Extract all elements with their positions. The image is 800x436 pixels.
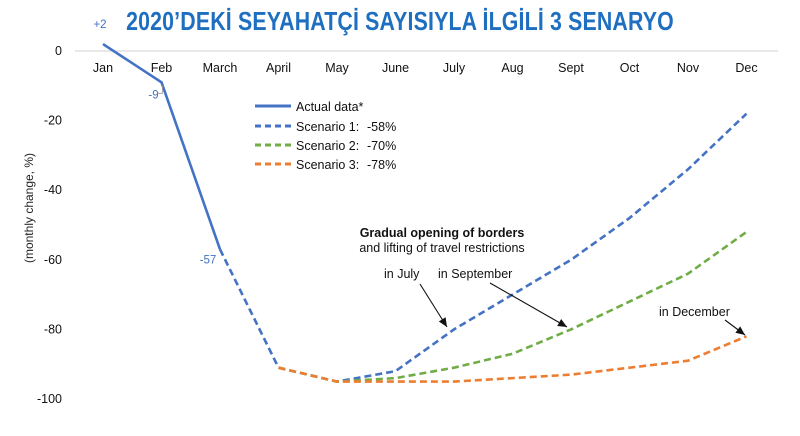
annotation-heading: Gradual opening of borders <box>360 226 525 240</box>
legend-item-actual: Actual data* <box>255 100 364 114</box>
plot-area: Jan Feb March April May June July Aug Sept Oct Nov… <box>22 19 778 406</box>
x-tick-label: April <box>266 61 291 75</box>
x-tick-label: Aug <box>501 61 523 75</box>
legend-item-scenario-2: Scenario 2: -70% <box>255 139 396 153</box>
legend-item-scenario-1: Scenario 1: -58% <box>255 120 396 134</box>
x-tick-label: Nov <box>677 61 700 75</box>
annotation-july: in July <box>384 267 420 281</box>
y-axis-label: (monthly change, %) <box>22 153 36 263</box>
legend-label-scenario-3: Scenario 3: <box>296 158 359 172</box>
legend-item-scenario-3: Scenario 3: -78% <box>255 158 396 172</box>
page-title: 2020’DEKİ SEYAHATÇİ SAYISIYLA İLGİLİ 3 S… <box>126 6 674 36</box>
y-tick-labels: 0 -20 -40 -60 -80 -100 <box>37 44 62 406</box>
series-layer <box>102 42 748 383</box>
arrow-september-head <box>557 319 567 327</box>
y-tick-label: 0 <box>55 44 62 58</box>
arrow-december-head <box>735 326 745 335</box>
x-tick-label: Feb <box>151 61 173 75</box>
x-tick-label: Jan <box>93 61 113 75</box>
x-tick-label: March <box>203 61 238 75</box>
y-tick-label: -40 <box>44 183 62 197</box>
legend: Actual data* Scenario 1: -58% Scenario 2… <box>255 100 396 172</box>
annotation-december: in December <box>659 305 730 319</box>
data-label-leader <box>157 85 163 94</box>
arrow-september-line <box>489 282 568 328</box>
series-actual-line <box>102 42 222 250</box>
annotations: Gradual opening of borders and lifting o… <box>359 226 746 336</box>
y-tick-label: -80 <box>44 322 62 336</box>
series-scenario-3-line <box>278 335 747 383</box>
y-tick-label: -60 <box>44 253 62 267</box>
x-tick-label: May <box>325 61 349 75</box>
legend-label-actual: Actual data* <box>296 100 364 114</box>
data-label: -57 <box>200 254 217 266</box>
x-tick-label: June <box>382 61 409 75</box>
x-tick-label: Sept <box>558 61 584 75</box>
arrow-july-head <box>438 317 447 327</box>
legend-change-scenario-1: -58% <box>367 120 396 134</box>
y-tick-label: -100 <box>37 392 62 406</box>
y-tick-label: -20 <box>44 114 62 128</box>
x-tick-label: Dec <box>735 61 757 75</box>
legend-change-scenario-3: -78% <box>367 158 396 172</box>
legend-change-scenario-2: -70% <box>367 139 396 153</box>
annotation-september: in September <box>438 267 512 281</box>
legend-label-scenario-2: Scenario 2: <box>296 139 359 153</box>
x-tick-label: July <box>443 61 466 75</box>
annotation-arrows <box>419 282 746 336</box>
legend-label-scenario-1: Scenario 1: <box>296 120 359 134</box>
annotation-subheading: and lifting of travel restrictions <box>359 241 524 255</box>
data-labels: +2 -9 -57 <box>93 19 216 266</box>
x-tick-labels: Jan Feb March April May June July Aug Sept Oct Nov… <box>93 61 758 75</box>
data-label: +2 <box>93 19 106 31</box>
x-tick-label: Oct <box>620 61 640 75</box>
series-scenario-1-line <box>218 112 748 383</box>
data-label: -9 <box>148 89 158 101</box>
